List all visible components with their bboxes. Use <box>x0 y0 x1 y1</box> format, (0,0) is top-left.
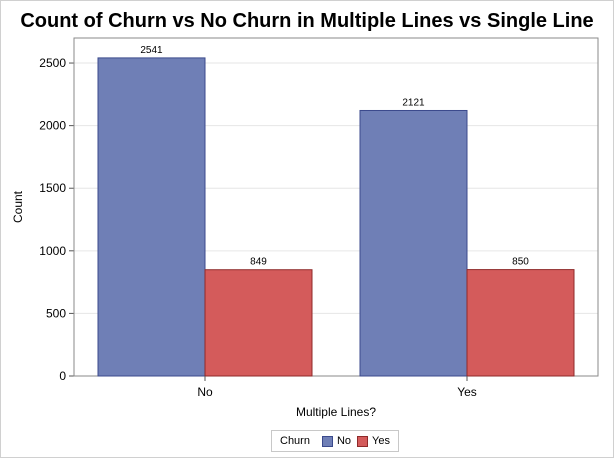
y-tick-label: 0 <box>59 369 66 383</box>
y-tick-label: 1000 <box>39 244 66 258</box>
bar-no-yes <box>204 269 313 377</box>
y-tick-label: 1500 <box>39 181 66 195</box>
y-axis-label: Count <box>11 190 25 223</box>
legend: Churn No Yes <box>271 430 399 452</box>
data-label: 849 <box>250 257 267 268</box>
data-label: 2541 <box>140 45 163 56</box>
legend-label-no: No <box>336 435 352 447</box>
data-label: 850 <box>512 257 529 268</box>
y-tick-label: 2500 <box>39 56 66 70</box>
x-tick-label: Yes <box>457 385 477 399</box>
legend-title: Churn <box>280 435 310 447</box>
legend-entry-yes: Yes <box>357 435 390 447</box>
legend-swatch-yes <box>357 435 369 447</box>
plot-area <box>73 37 599 377</box>
legend-entry-no: No <box>321 435 352 447</box>
chart-title: Count of Churn vs No Churn in Multiple L… <box>20 10 594 32</box>
data-label: 2121 <box>402 97 425 108</box>
x-tick-label: No <box>197 385 213 399</box>
legend-label-yes: Yes <box>372 435 390 447</box>
x-axis-label: Multiple Lines? <box>296 405 376 419</box>
bar-yes-no <box>359 109 468 377</box>
bar-no-no <box>97 57 206 377</box>
y-tick-label: 500 <box>46 306 66 320</box>
bar-yes-yes <box>466 269 575 377</box>
legend-swatch-no <box>321 435 333 447</box>
y-tick-label: 2000 <box>39 119 66 133</box>
